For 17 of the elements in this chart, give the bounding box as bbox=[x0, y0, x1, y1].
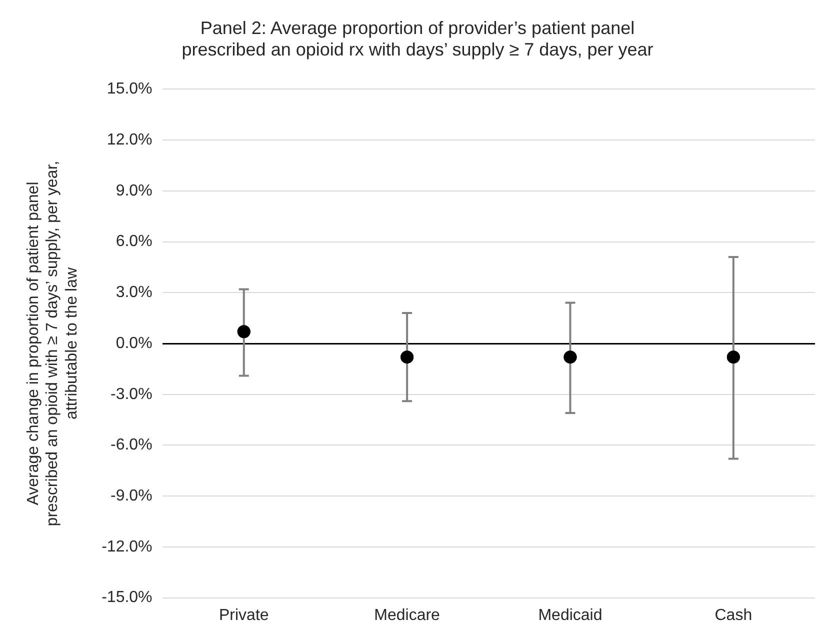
x-tick-label: Medicaid bbox=[538, 606, 602, 624]
y-tick-label: 12.0% bbox=[106, 131, 152, 148]
x-tick-label: Medicare bbox=[374, 606, 440, 624]
x-tick-label: Cash bbox=[714, 606, 752, 624]
y-tick-label: 6.0% bbox=[116, 233, 152, 250]
y-tick-label: -12.0% bbox=[102, 538, 152, 556]
y-axis-title: Average change in proportion of patient panel prescribed an opioid with ≥ 7 days’ supply, per year, attributable to the law bbox=[25, 160, 80, 526]
y-tick-label: -9.0% bbox=[110, 487, 152, 504]
x-tick-label: Private bbox=[218, 606, 269, 624]
y-tick-label: 9.0% bbox=[116, 182, 152, 200]
y-tick-label: -3.0% bbox=[110, 386, 152, 403]
chart-title: Panel 2: Average proportion of provider’s patient panel prescribed an opioid rx with days’ supply ≥ 7 days, per year bbox=[182, 18, 654, 60]
y-tick-label: 3.0% bbox=[116, 284, 152, 302]
y-tick-label: 0.0% bbox=[116, 334, 152, 352]
y-tick-label: 15.0% bbox=[106, 80, 152, 98]
y-tick-label: -6.0% bbox=[110, 436, 152, 454]
y-tick-label: -15.0% bbox=[102, 589, 152, 606]
